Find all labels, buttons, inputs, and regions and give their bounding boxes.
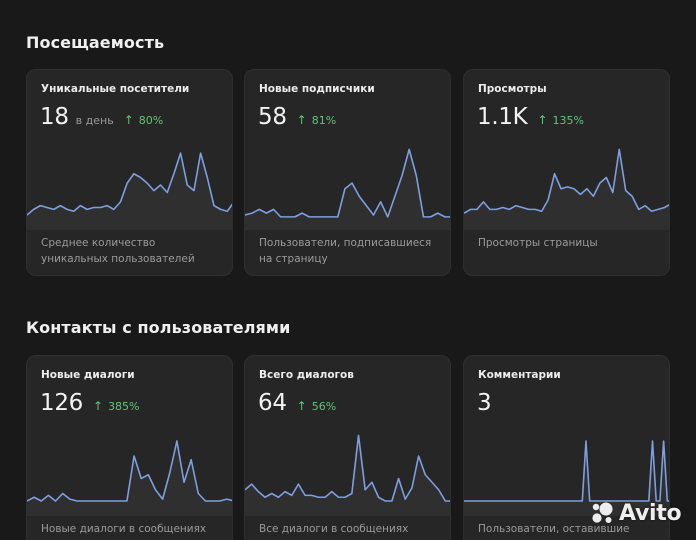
card-description: Пользователи, подписавшиеся на страницу [259,237,432,265]
metric-value: 1.1K [477,104,528,130]
metric-value: 64 [258,390,287,416]
sparkline-area [245,149,450,230]
card-title: Просмотры [478,83,547,95]
card-description: Все диалоги в сообщениях [259,523,409,535]
metric-change-value: 56% [311,400,337,413]
metric-change-value: 80% [138,114,164,127]
metric-change: ↑ 385% [93,399,140,413]
metric-change: ↑ 56% [297,399,337,413]
card-description: Новые диалоги в сообщениях [41,523,207,535]
metric-change: ↑ 80% [124,113,164,127]
metric-row: 58 ↑ 81% [258,104,336,130]
card-title: Всего диалогов [259,369,354,381]
watermark-text: Avito [619,500,682,526]
sparkline-line [245,149,451,217]
sparkline-line [27,441,233,501]
sparkline-chart [245,426,451,516]
sparkline-line [464,149,670,213]
metric-change-value: 135% [552,114,584,127]
metric-row: 3 [477,390,492,416]
arrow-up-icon: ↑ [123,113,134,127]
card-comments[interactable]: Комментарии 3 Пользователи, оставившие [463,355,670,540]
metric-unit: в день [75,114,114,127]
metric-row: 1.1K ↑ 135% [477,104,584,130]
sparkline-chart [464,140,670,230]
card-total-dialogs[interactable]: Всего диалогов 64 ↑ 56% Все диалоги в со… [244,355,451,540]
card-title: Новые подписчики [259,83,375,95]
sparkline-area [464,149,669,230]
metric-change-value: 385% [108,400,140,413]
sparkline-chart [464,426,670,516]
avito-watermark: Avito [589,500,682,526]
metric-value: 58 [258,104,287,130]
card-unique-visitors[interactable]: Уникальные посетители 18 в день ↑ 80% Ср… [26,69,233,276]
card-new-dialogs[interactable]: Новые диалоги 126 ↑ 385% Новые диалоги в… [26,355,233,540]
metric-change: ↑ 135% [537,113,584,127]
card-description: Среднее количество уникальных пользовате… [41,237,195,265]
metric-value: 126 [40,390,83,416]
card-description: Просмотры страницы [478,237,598,249]
metric-value: 3 [477,390,492,416]
sparkline-line [245,435,451,501]
card-new-subscribers[interactable]: Новые подписчики 58 ↑ 81% Пользователи, … [244,69,451,276]
card-description: Пользователи, оставившие [478,523,630,535]
sparkline-chart [27,140,233,230]
section-title-contacts: Контакты с пользователями [26,318,291,337]
sparkline-area [245,435,450,516]
card-views[interactable]: Просмотры 1.1K ↑ 135% Просмотры страницы [463,69,670,276]
metric-row: 126 ↑ 385% [40,390,140,416]
arrow-up-icon: ↑ [296,399,307,413]
sparkline-chart [245,140,451,230]
arrow-up-icon: ↑ [537,113,548,127]
avito-logo-icon [592,502,613,523]
section-title-traffic: Посещаемость [26,33,165,52]
metric-change: ↑ 81% [297,113,337,127]
arrow-up-icon: ↑ [93,399,104,413]
sparkline-area [27,153,232,230]
arrow-up-icon: ↑ [296,113,307,127]
sparkline-line [464,441,670,501]
card-title: Комментарии [478,369,561,381]
sparkline-line [27,153,233,215]
card-title: Новые диалоги [41,369,135,381]
sparkline-chart [27,426,233,516]
card-title: Уникальные посетители [41,83,190,95]
metric-row: 18 в день ↑ 80% [40,104,163,130]
metric-value: 18 [40,104,69,130]
sparkline-area [27,441,232,516]
metric-change-value: 81% [311,114,337,127]
metric-row: 64 ↑ 56% [258,390,336,416]
